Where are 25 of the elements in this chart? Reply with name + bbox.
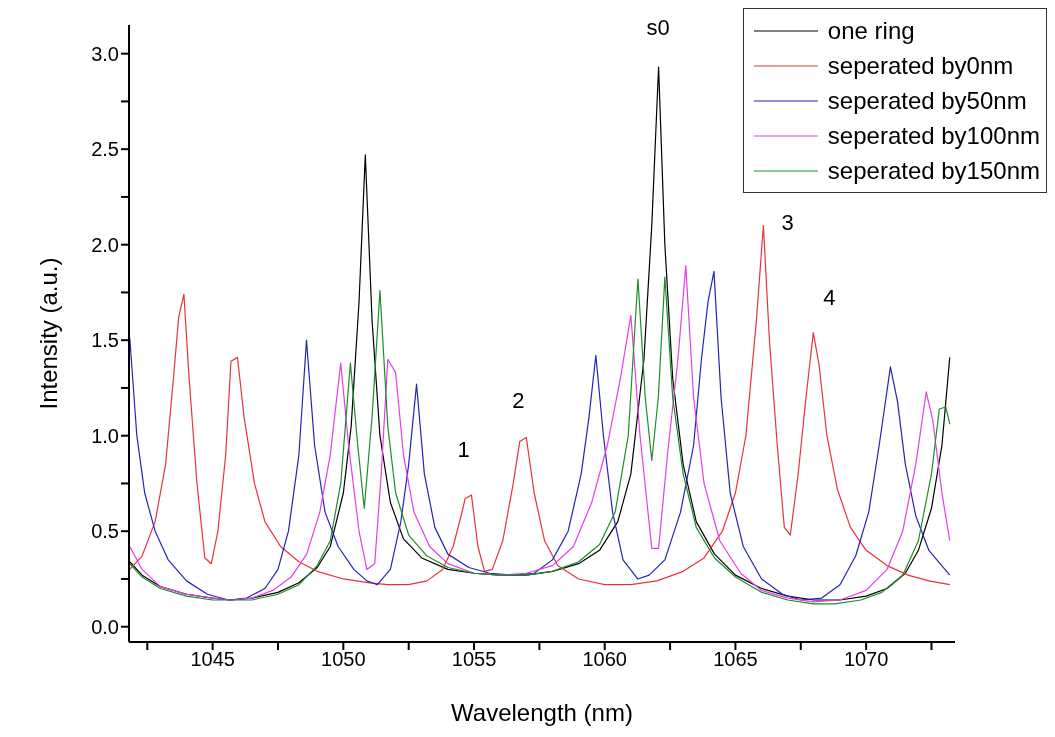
x-tick-label: 1070 [843,648,889,671]
x-tick-label: 1065 [713,648,758,671]
x-tick-label: 1060 [582,648,627,671]
annotation: 1 [457,436,470,462]
y-tick-label: 0.5 [91,520,119,543]
legend-label: one ring [827,16,915,45]
x-tick-label: 1050 [321,648,366,671]
y-tick-label: 1.0 [91,424,119,447]
y-tick-label: 3.0 [91,42,119,65]
annotation: 2 [512,387,525,413]
y-tick-label: 1.5 [91,329,119,352]
legend-label: seperated by150nm [827,156,1040,185]
y-axis-title: Intensity (a.u.) [34,257,62,410]
legend-label: seperated by50nm [827,86,1027,115]
legend-label: seperated by100nm [827,121,1040,150]
x-axis-title: Wavelength (nm) [451,699,633,726]
y-tick-label: 2.0 [91,233,119,256]
x-tick-label: 1055 [451,648,497,671]
annotation: 4 [823,284,836,310]
legend-label: seperated by0nm [827,51,1014,80]
annotation: s0 [646,15,670,41]
y-tick-label: 2.5 [91,138,119,161]
annotation: 3 [781,209,794,235]
y-tick-label: 0.0 [91,615,119,638]
x-tick-label: 1045 [190,648,235,671]
